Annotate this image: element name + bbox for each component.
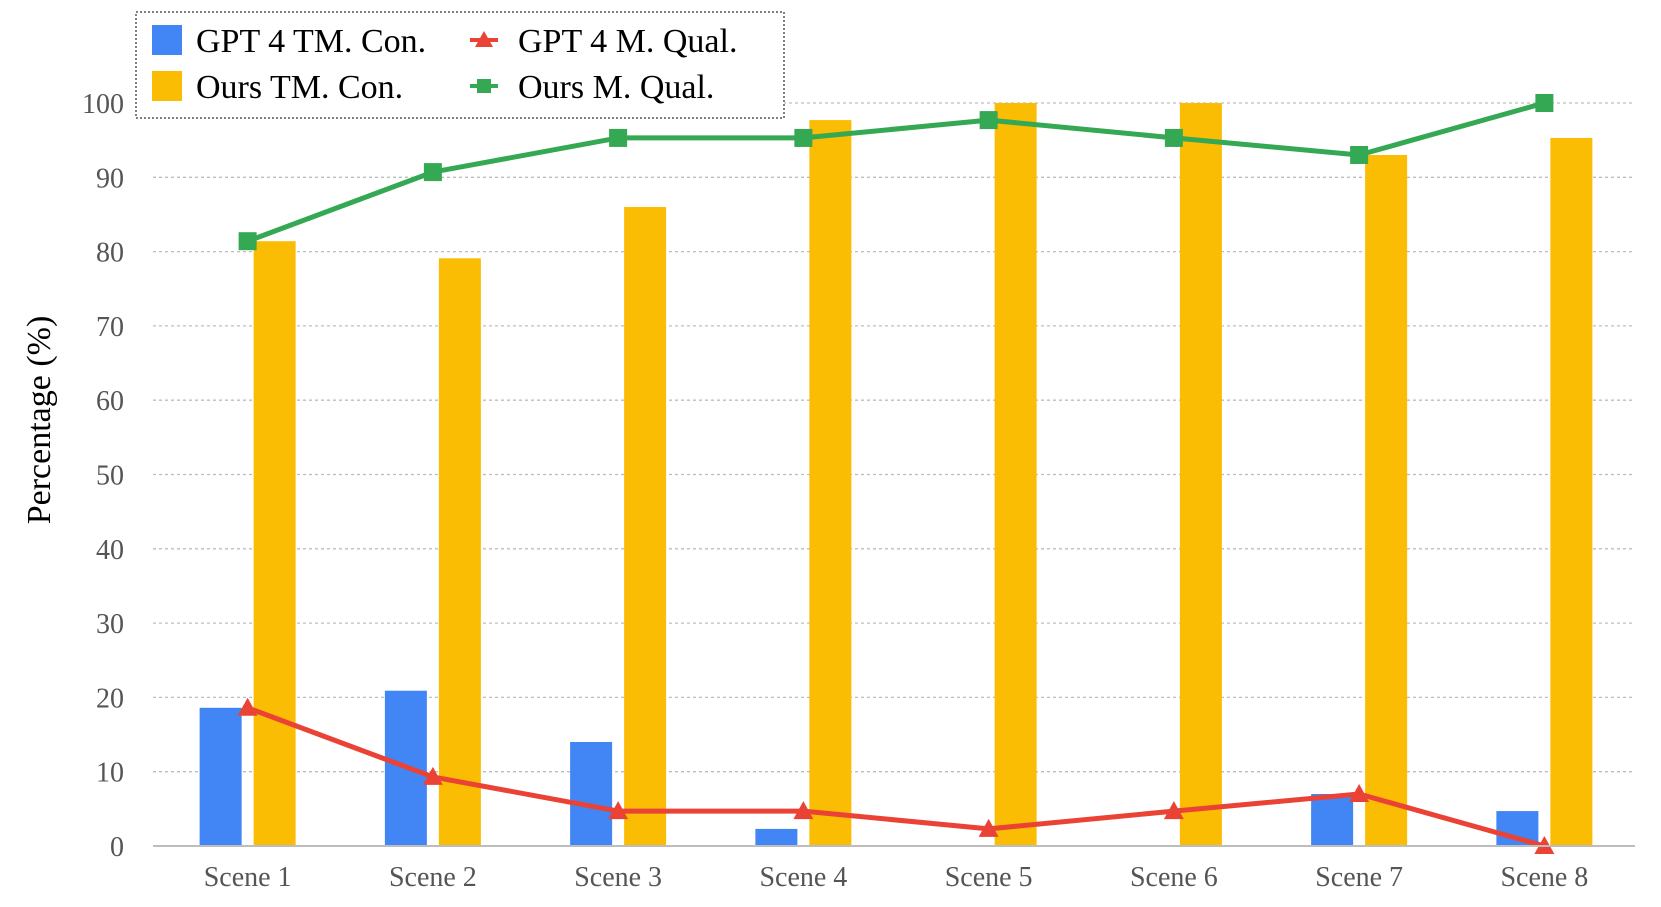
legend-marker-gpt4-m-qual — [475, 31, 493, 47]
bar-gpt4-tm-con — [1311, 793, 1354, 846]
lines — [237, 94, 1555, 854]
marker-ours-m-qual — [1535, 94, 1554, 112]
marker-gpt4-m-qual — [237, 697, 258, 716]
y-axis-ticks: 0 10 20 30 40 50 60 70 80 90 100 — [82, 89, 124, 863]
legend-label-gpt4-m-qual: GPT 4 M. Qual. — [518, 23, 737, 60]
bar-ours-tm-con — [1179, 103, 1222, 846]
y-tick-label: 40 — [96, 535, 124, 566]
marker-ours-m-qual — [794, 128, 813, 147]
bar-ours-tm-con — [994, 103, 1037, 846]
line-ours-m-qual — [246, 100, 1546, 244]
legend: GPT 4 TM. Con. GPT 4 M. Qual. Ours TM. C… — [135, 11, 785, 119]
marker-gpt4-m-qual — [608, 801, 629, 820]
x-tick-label: Scene 2 — [389, 862, 477, 893]
bars — [199, 103, 1593, 847]
line-gpt4-m-qual — [246, 705, 1546, 849]
bar-ours-tm-con — [624, 207, 667, 846]
marker-gpt4-m-qual — [978, 818, 999, 837]
bar-ours-tm-con — [809, 120, 852, 847]
bar-ours-tm-con — [253, 241, 296, 846]
x-tick-label: Scene 6 — [1130, 862, 1218, 893]
y-axis-label: Percentage (%) — [21, 316, 58, 525]
y-tick-label: 60 — [96, 386, 124, 417]
y-tick-label: 0 — [110, 832, 124, 863]
marker-gpt4-m-qual — [793, 801, 814, 820]
y-tick-label: 80 — [96, 238, 124, 269]
y-tick-label: 100 — [82, 89, 124, 120]
marker-ours-m-qual — [1164, 128, 1183, 147]
legend-label-gpt4-tm-con: GPT 4 TM. Con. — [196, 23, 426, 60]
bar-ours-tm-con — [1550, 137, 1593, 846]
x-tick-label: Scene 5 — [945, 862, 1033, 893]
y-tick-label: 10 — [96, 758, 124, 789]
x-tick-label: Scene 4 — [759, 862, 847, 893]
marker-ours-m-qual — [1350, 146, 1369, 165]
marker-ours-m-qual — [979, 111, 998, 130]
legend-label-ours-m-qual: Ours M. Qual. — [518, 69, 714, 106]
y-tick-label: 90 — [96, 163, 124, 194]
y-tick-label: 50 — [96, 461, 124, 492]
bar-ours-tm-con — [438, 258, 481, 846]
x-tick-label: Scene 1 — [204, 862, 292, 893]
bar-gpt4-tm-con — [570, 741, 613, 846]
marker-ours-m-qual — [238, 232, 257, 251]
x-tick-label: Scene 8 — [1500, 862, 1588, 893]
x-tick-label: Scene 7 — [1315, 862, 1403, 893]
legend-box — [135, 11, 785, 119]
y-tick-label: 70 — [96, 312, 124, 343]
x-axis-ticks: Scene 1 Scene 2 Scene 3 Scene 4 Scene 5 Scene… — [204, 862, 1589, 893]
legend-swatch-gpt4-tm-con — [152, 25, 182, 55]
legend-marker-ours-m-qual — [477, 79, 491, 93]
bar-ours-tm-con — [1365, 155, 1408, 846]
marker-ours-m-qual — [609, 128, 628, 147]
x-tick-label: Scene 3 — [574, 862, 662, 893]
legend-label-ours-tm-con: Ours TM. Con. — [196, 69, 403, 106]
marker-gpt4-m-qual — [422, 766, 443, 785]
gridlines — [153, 102, 1635, 773]
marker-ours-m-qual — [423, 163, 442, 182]
marker-gpt4-m-qual — [1163, 801, 1184, 820]
legend-swatch-ours-tm-con — [152, 71, 182, 101]
bar-gpt4-tm-con — [199, 707, 242, 846]
y-tick-label: 30 — [96, 609, 124, 640]
y-tick-label: 20 — [96, 683, 124, 714]
marker-gpt4-m-qual — [1349, 783, 1370, 802]
bar-gpt4-tm-con — [755, 828, 798, 846]
